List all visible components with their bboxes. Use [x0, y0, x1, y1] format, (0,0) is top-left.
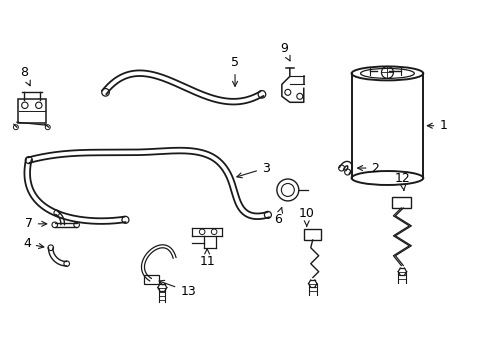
Text: 2: 2	[357, 162, 379, 175]
Text: 8: 8	[20, 66, 30, 86]
Text: 11: 11	[199, 249, 215, 268]
Text: 7: 7	[25, 217, 47, 230]
Text: 4: 4	[23, 237, 44, 250]
Text: 3: 3	[236, 162, 269, 178]
Text: 9: 9	[279, 42, 289, 61]
Text: 12: 12	[394, 171, 409, 190]
Text: 5: 5	[230, 56, 239, 86]
Text: 6: 6	[273, 207, 282, 226]
Text: 13: 13	[159, 280, 196, 298]
Text: 1: 1	[427, 119, 446, 132]
Text: 10: 10	[298, 207, 314, 226]
